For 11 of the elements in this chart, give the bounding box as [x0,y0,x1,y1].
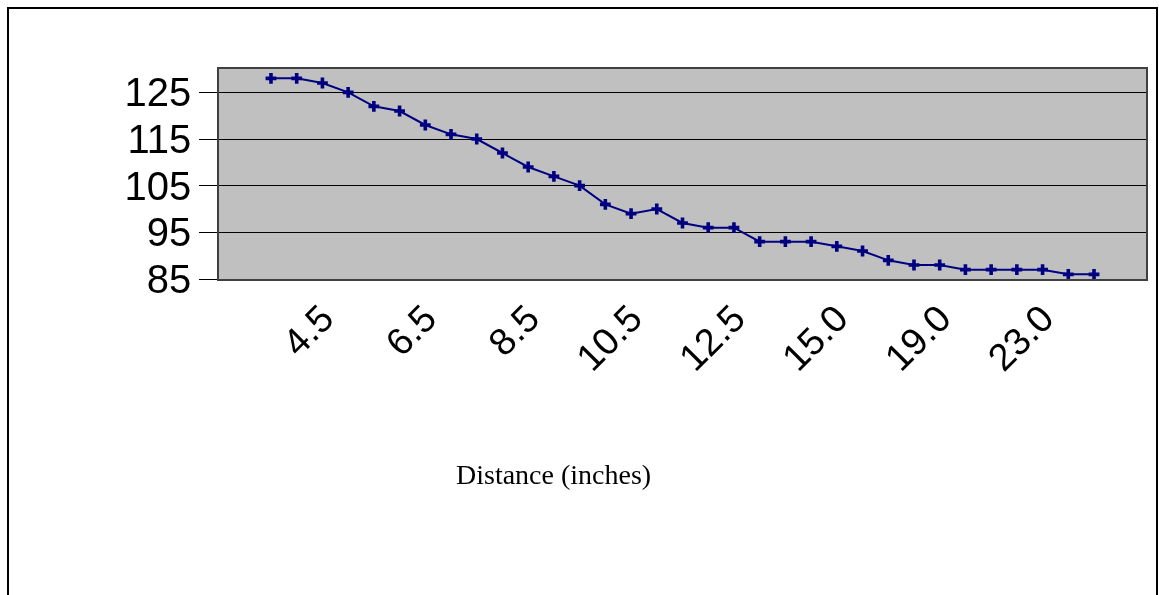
x-tick-label: 8.5 [480,296,548,364]
y-tick-label: 115 [127,117,192,161]
y-tick-label: 105 [124,163,192,208]
x-axis-title: Distance (inches) [456,459,652,490]
x-tick-label: 15.0 [773,296,856,379]
y-tick-label: 125 [124,70,192,115]
x-tick-label: 6.5 [377,296,445,364]
y-tick-label: 85 [146,257,192,301]
x-tick-label: 19.0 [876,296,959,379]
y-tick-label: 95 [146,210,192,255]
x-tick-label: 4.5 [274,296,342,364]
